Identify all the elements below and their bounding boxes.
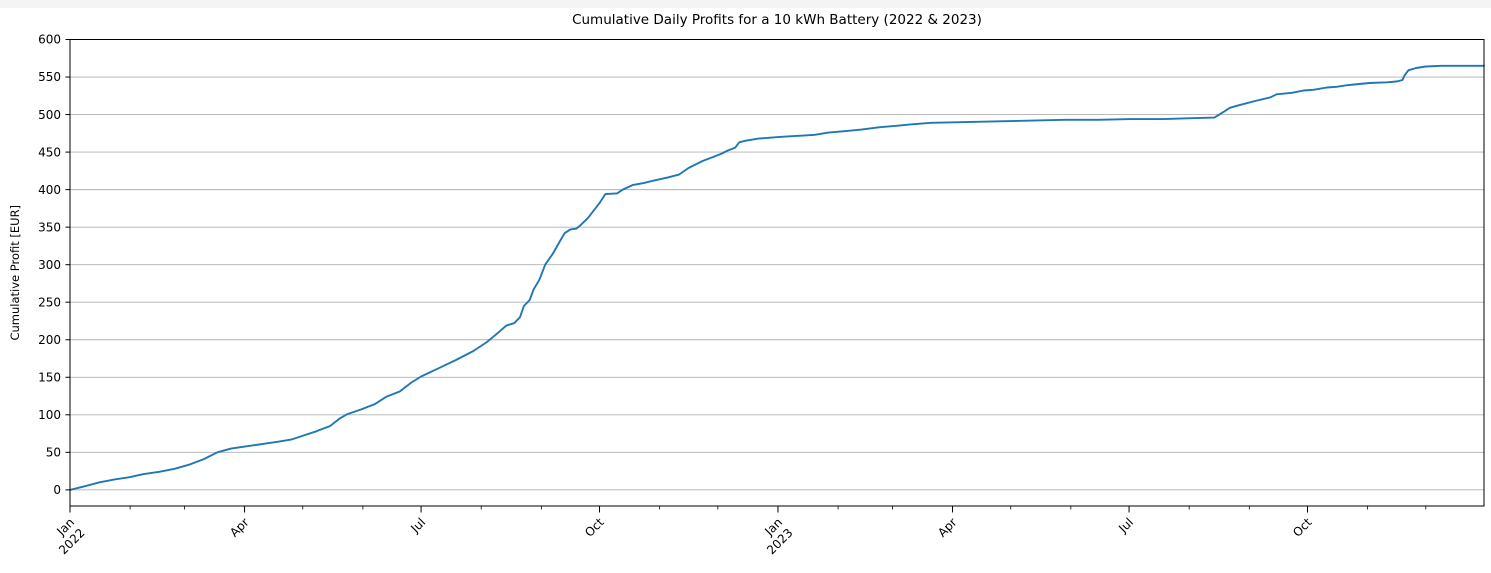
y-tick-label-150: 150 [38, 370, 61, 384]
y-tick-label-100: 100 [38, 408, 61, 422]
x-tick-label: Apr [935, 515, 960, 540]
chart-title: Cumulative Daily Profits for a 10 kWh Ba… [572, 12, 982, 28]
y-axis-label: Cumulative Profit [EUR] [8, 205, 22, 341]
y-tick-label-600: 600 [38, 33, 61, 47]
axis-ticks [65, 39, 1427, 513]
profit-line-series [69, 64, 1485, 491]
x-tick-label: Oct [582, 515, 607, 540]
y-tick-label-350: 350 [38, 220, 61, 234]
x-tick-label: Apr [227, 515, 252, 540]
y-tick-label-250: 250 [38, 295, 61, 309]
cumulative-profit-line [69, 64, 1485, 491]
y-tick-label-400: 400 [38, 183, 61, 197]
axis-tick-labels: 050100150200250300350400450500550600Jan2… [38, 33, 1315, 558]
x-tick-label: Oct [1290, 515, 1315, 540]
y-tick-label-200: 200 [38, 333, 61, 347]
y-tick-label-500: 500 [38, 108, 61, 122]
y-tick-label-550: 550 [38, 70, 61, 84]
plot-border [69, 39, 1485, 507]
y-tick-label-450: 450 [38, 145, 61, 159]
x-tick-label: Jul [1115, 515, 1136, 536]
gridlines [70, 39, 1484, 491]
screenshot-top-strip [0, 0, 1491, 8]
y-tick-label-0: 0 [53, 483, 61, 497]
plot-box [69, 39, 1485, 507]
y-tick-label-300: 300 [38, 258, 61, 272]
y-tick-label-50: 50 [46, 446, 61, 460]
x-tick-label: Jul [407, 515, 428, 536]
